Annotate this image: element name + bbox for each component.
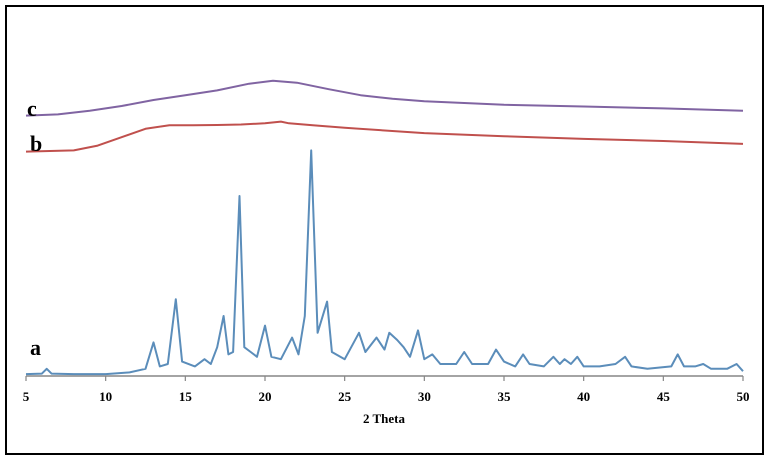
- x-tick-label: 45: [657, 389, 671, 404]
- x-tick-label: 15: [179, 389, 193, 404]
- x-tick-label: 5: [23, 389, 30, 404]
- x-tick-label: 35: [498, 389, 512, 404]
- series-label-a: a: [30, 335, 41, 360]
- x-axis-title: 2 Theta: [363, 411, 406, 426]
- x-tick-label: 10: [99, 389, 112, 404]
- series-line-a: [25, 149, 744, 376]
- series-line-b: [25, 120, 744, 153]
- x-tick-label: 25: [338, 389, 352, 404]
- series-label-b: b: [30, 131, 42, 156]
- x-tick-label: 50: [737, 389, 750, 404]
- x-tick-label: 30: [418, 389, 431, 404]
- chart-frame: [5, 5, 764, 455]
- series-line-c: [25, 79, 744, 117]
- series-label-c: c: [27, 96, 37, 121]
- x-tick-label: 20: [259, 389, 272, 404]
- x-tick-label: 40: [577, 389, 590, 404]
